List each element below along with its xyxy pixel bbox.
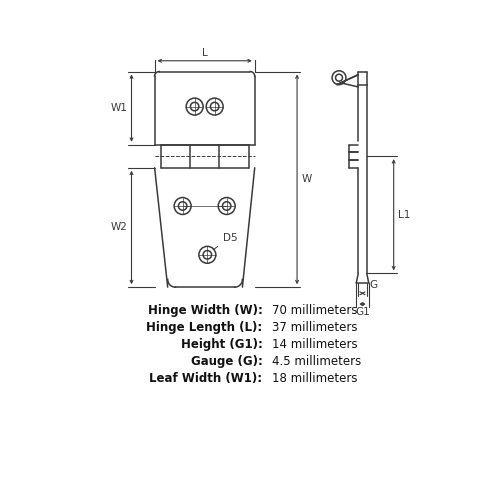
Text: G: G: [370, 280, 378, 290]
Text: Hinge Width (W):: Hinge Width (W):: [148, 304, 262, 317]
Text: Leaf Width (W1):: Leaf Width (W1):: [150, 372, 262, 384]
Text: 18 millimeters: 18 millimeters: [272, 372, 357, 384]
Text: Height (G1):: Height (G1):: [180, 338, 262, 350]
Text: L: L: [202, 48, 207, 58]
Text: 4.5 millimeters: 4.5 millimeters: [272, 354, 361, 368]
Text: W1: W1: [111, 103, 128, 113]
Text: W2: W2: [111, 222, 128, 232]
Text: L1: L1: [398, 210, 410, 220]
Text: Gauge (G):: Gauge (G):: [190, 354, 262, 368]
Text: G1: G1: [355, 307, 370, 317]
Text: W: W: [302, 174, 312, 184]
Text: Hinge Length (L):: Hinge Length (L):: [146, 320, 262, 334]
Text: 37 millimeters: 37 millimeters: [272, 320, 357, 334]
Text: 14 millimeters: 14 millimeters: [272, 338, 358, 350]
Text: 70 millimeters: 70 millimeters: [272, 304, 357, 317]
Text: D5: D5: [213, 233, 238, 250]
